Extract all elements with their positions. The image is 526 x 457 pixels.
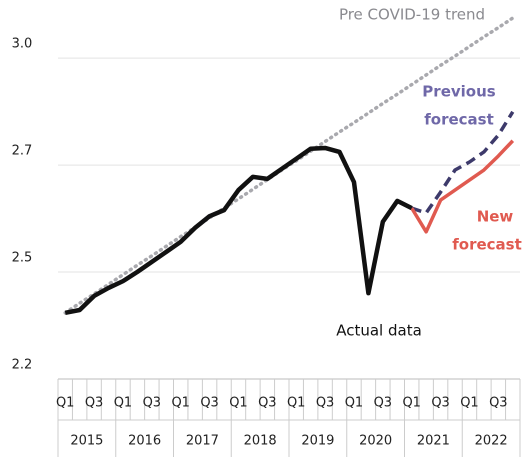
x-tick-label: Q1 (402, 396, 421, 411)
annotation: New (477, 208, 514, 226)
x-tick-label: Q1 (229, 396, 248, 411)
annotation: Actual data (336, 322, 422, 340)
x-tick-label: Q1 (460, 396, 479, 411)
series-line (410, 139, 515, 234)
x-tick-label: Q1 (114, 396, 133, 411)
x-tick-label: Q3 (143, 396, 162, 411)
annotation: Pre COVID-19 trend (339, 6, 485, 24)
series-line (411, 110, 515, 215)
x-tick-label: Q3 (200, 396, 219, 411)
y-tick-label: 2.7 (12, 144, 33, 159)
annotation: forecast (452, 236, 522, 254)
x-tick-label: Q1 (287, 396, 306, 411)
x-tick-label: Q3 (374, 396, 393, 411)
annotation: Previous (422, 83, 495, 101)
y-tick-label: 3.0 (12, 37, 33, 52)
series-line (64, 145, 413, 316)
x-tick-label: Q1 (56, 396, 75, 411)
x-tick-label: Q3 (431, 396, 450, 411)
series-line (63, 16, 515, 315)
x-tick-label: Q1 (345, 396, 364, 411)
x-tick-label: Q3 (489, 396, 508, 411)
x-tick-label: Q3 (85, 396, 104, 411)
year-label: 2022 (475, 434, 508, 449)
x-tick-label: Q3 (258, 396, 277, 411)
year-label: 2019 (301, 434, 334, 449)
year-label: 2018 (244, 434, 277, 449)
year-label: 2020 (359, 434, 392, 449)
year-label: 2017 (186, 434, 219, 449)
y-tick-label: 2.5 (12, 251, 33, 266)
year-label: 2016 (128, 434, 161, 449)
x-tick-label: Q1 (171, 396, 190, 411)
y-tick-label: 2.2 (12, 358, 33, 373)
x-tick-label: Q3 (316, 396, 335, 411)
year-label: 2021 (417, 434, 450, 449)
year-label: 2015 (70, 434, 103, 449)
annotation: forecast (424, 111, 494, 129)
